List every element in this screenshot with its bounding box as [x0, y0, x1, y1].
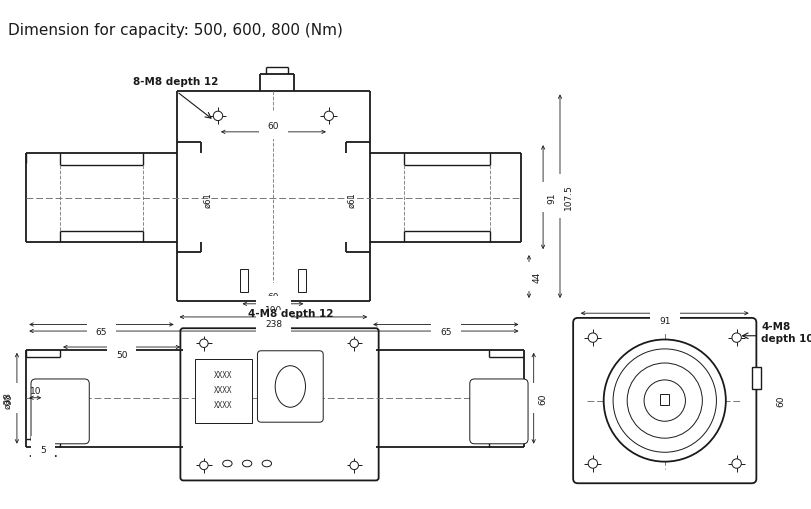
Circle shape	[587, 333, 597, 343]
Circle shape	[731, 333, 740, 343]
Text: 60: 60	[267, 292, 278, 301]
FancyBboxPatch shape	[180, 329, 378, 480]
Text: XXXX: XXXX	[214, 385, 233, 394]
Text: 65: 65	[96, 328, 107, 337]
Ellipse shape	[262, 460, 271, 467]
Text: 91: 91	[547, 192, 556, 204]
FancyBboxPatch shape	[470, 379, 527, 444]
Text: ø61: ø61	[347, 192, 356, 208]
Circle shape	[587, 459, 597, 468]
Text: 4-M8
depth 10: 4-M8 depth 10	[760, 321, 811, 344]
Circle shape	[603, 340, 725, 462]
Circle shape	[612, 349, 715, 453]
Circle shape	[350, 461, 358, 470]
Bar	[751, 367, 760, 389]
Text: 60: 60	[775, 395, 784, 407]
Circle shape	[324, 112, 333, 121]
Circle shape	[350, 340, 358, 348]
Circle shape	[626, 363, 702, 438]
Text: 10: 10	[30, 386, 41, 395]
Text: ø61: ø61	[203, 192, 212, 208]
Circle shape	[200, 340, 208, 348]
Text: 5: 5	[41, 445, 46, 454]
FancyBboxPatch shape	[31, 379, 89, 444]
Text: ø38: ø38	[533, 395, 550, 404]
Text: 238: 238	[265, 320, 282, 328]
Circle shape	[643, 380, 684, 421]
Text: ø38: ø38	[3, 391, 12, 408]
FancyBboxPatch shape	[573, 318, 755, 484]
Text: 100: 100	[264, 305, 281, 315]
Bar	[298, 269, 306, 292]
Ellipse shape	[275, 366, 305, 407]
Text: XXXX: XXXX	[214, 400, 233, 409]
Bar	[195, 359, 251, 423]
Text: XXXX: XXXX	[214, 370, 233, 379]
Text: 65: 65	[440, 328, 451, 337]
FancyBboxPatch shape	[257, 351, 323, 422]
Text: 8-M8 depth 12: 8-M8 depth 12	[133, 77, 218, 87]
Circle shape	[200, 461, 208, 470]
Ellipse shape	[222, 460, 232, 467]
Text: 44: 44	[532, 271, 541, 282]
Ellipse shape	[242, 460, 251, 467]
Bar	[239, 269, 247, 292]
Text: 60: 60	[538, 393, 547, 404]
Text: 4-M8 depth 12: 4-M8 depth 12	[247, 309, 333, 319]
Text: 90: 90	[4, 393, 13, 404]
Text: 91: 91	[659, 317, 670, 326]
Text: 50: 50	[116, 350, 127, 359]
Text: 60: 60	[268, 122, 279, 130]
Bar	[659, 394, 668, 406]
Circle shape	[213, 112, 222, 121]
Text: Dimension for capacity: 500, 600, 800 (Nm): Dimension for capacity: 500, 600, 800 (N…	[7, 23, 342, 38]
Circle shape	[731, 459, 740, 468]
Text: 107.5: 107.5	[564, 184, 573, 210]
